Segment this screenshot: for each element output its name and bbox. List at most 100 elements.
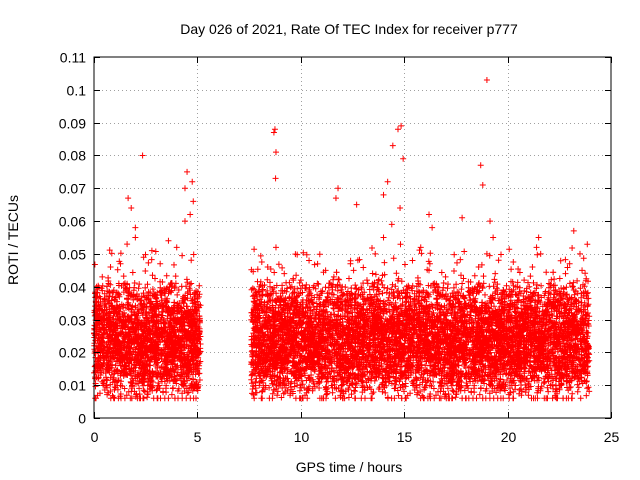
- y-tick-label: 0.09: [59, 116, 86, 132]
- data-point: [583, 378, 590, 385]
- data-point: [347, 260, 354, 267]
- data-point: [436, 309, 443, 316]
- data-point: [378, 323, 385, 330]
- x-tick-label: 25: [604, 429, 620, 445]
- data-point: [295, 346, 302, 353]
- data-point: [291, 329, 298, 336]
- data-point: [380, 191, 387, 198]
- data-point: [173, 244, 180, 251]
- data-point: [366, 313, 373, 320]
- data-point: [477, 162, 484, 169]
- data-point: [382, 329, 389, 336]
- data-point: [328, 323, 335, 330]
- data-point: [359, 372, 366, 379]
- data-point: [479, 372, 486, 379]
- data-point: [541, 378, 548, 385]
- data-point: [554, 290, 561, 297]
- data-point: [432, 336, 439, 343]
- data-point: [537, 250, 544, 257]
- y-tick-label: 0.02: [59, 345, 86, 361]
- y-tick-label: 0.04: [59, 280, 86, 296]
- data-point: [332, 342, 339, 349]
- data-point: [165, 237, 172, 244]
- data-point: [314, 280, 321, 287]
- data-point: [426, 267, 433, 274]
- data-point: [457, 346, 464, 353]
- data-point: [517, 375, 524, 382]
- data-point: [271, 126, 278, 133]
- data-point: [579, 267, 586, 274]
- data-point: [262, 323, 269, 330]
- data-point: [111, 378, 118, 385]
- data-point: [388, 221, 395, 228]
- data-point: [521, 277, 528, 284]
- data-point: [363, 277, 370, 284]
- data-point: [564, 326, 571, 333]
- data-point: [415, 342, 422, 349]
- data-point: [400, 155, 407, 162]
- data-point: [490, 234, 497, 241]
- data-point: [413, 375, 420, 382]
- data-point: [419, 303, 426, 310]
- data-point: [139, 152, 146, 159]
- data-point: [148, 247, 155, 254]
- data-point: [475, 264, 482, 271]
- data-point: [332, 195, 339, 202]
- axis-ticks: 0 0.01 0.02 0.03 0.04 0.05 0.06 0.07 0.08 0.09 0.1…: [59, 50, 620, 446]
- data-point: [448, 339, 455, 346]
- data-point: [483, 76, 490, 83]
- data-point: [171, 339, 178, 346]
- data-point: [429, 224, 436, 231]
- data-point: [169, 365, 176, 372]
- data-point: [130, 296, 137, 303]
- data-point: [533, 372, 540, 379]
- data-point: [473, 326, 480, 333]
- data-point: [297, 277, 304, 284]
- data-point: [308, 336, 315, 343]
- data-point: [353, 201, 360, 208]
- data-point: [339, 283, 346, 290]
- data-point: [407, 313, 414, 320]
- data-point: [343, 378, 350, 385]
- data-point: [430, 378, 437, 385]
- data-point: [471, 369, 478, 376]
- y-tick-label: 0.01: [59, 378, 86, 394]
- data-point: [423, 326, 430, 333]
- data-point: [125, 195, 132, 202]
- data-point: [488, 375, 495, 382]
- data-point: [492, 270, 499, 277]
- data-point: [306, 257, 313, 264]
- data-point: [399, 309, 406, 316]
- data-point: [394, 319, 401, 326]
- data-point: [161, 372, 168, 379]
- data-point: [523, 316, 530, 323]
- data-point: [502, 332, 509, 339]
- data-point: [576, 329, 583, 336]
- data-point: [417, 244, 424, 251]
- data-point: [576, 250, 583, 257]
- data-point: [179, 323, 186, 330]
- data-point: [398, 122, 405, 129]
- data-point: [163, 329, 170, 336]
- data-point: [167, 309, 174, 316]
- data-point: [560, 349, 567, 356]
- data-point: [189, 178, 196, 185]
- data-point: [384, 372, 391, 379]
- data-point: [252, 378, 259, 385]
- data-point: [548, 339, 555, 346]
- data-point: [568, 336, 575, 343]
- data-point: [337, 316, 344, 323]
- data-point: [260, 372, 267, 379]
- data-point: [159, 300, 166, 307]
- data-point: [109, 303, 116, 310]
- data-point: [270, 342, 277, 349]
- data-point: [132, 234, 139, 241]
- data-point: [304, 309, 311, 316]
- data-point: [463, 375, 470, 382]
- y-tick-label: 0.07: [59, 181, 86, 197]
- data-point: [293, 375, 300, 382]
- data-point: [376, 369, 383, 376]
- data-point: [272, 175, 279, 182]
- data-point: [299, 319, 306, 326]
- data-point: [452, 313, 459, 320]
